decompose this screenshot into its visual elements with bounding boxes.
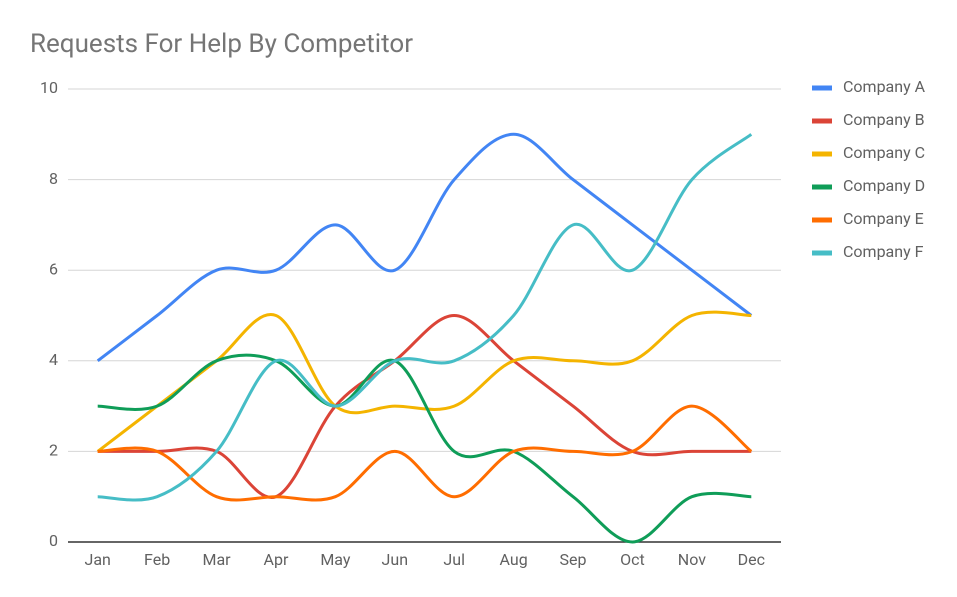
series-line [97,353,752,544]
x-tick-label: Aug [500,550,528,569]
legend-label: Company B [843,110,925,129]
x-tick-label: Jan [85,550,111,569]
x-tick-label: Feb [144,550,170,569]
legend-label: Company C [843,143,925,162]
x-tick-label: Apr [264,550,289,569]
legend-label: Company E [843,209,924,228]
x-tick-label: Nov [678,550,706,569]
x-tick-label: Dec [738,550,765,569]
x-tick-label: May [320,550,351,569]
series-line [97,404,753,502]
x-tick-label: Jul [443,550,465,569]
y-tick-label: 2 [49,441,58,460]
legend-label: Company A [843,77,926,96]
y-tick-label: 4 [49,350,58,369]
x-tick-label: Sep [560,550,587,569]
chart-title: Requests For Help By Competitor [30,29,413,59]
x-tick-label: Jun [382,550,408,569]
y-tick-label: 0 [49,531,58,550]
series-line [97,133,753,502]
legend-label: Company F [843,242,924,261]
legend-label: Company D [843,176,925,195]
y-tick-label: 10 [40,78,58,97]
x-tick-label: Oct [620,550,645,569]
x-tick-label: Mar [202,550,231,569]
series-line [96,132,753,362]
y-tick-label: 6 [49,259,58,278]
y-tick-label: 8 [49,169,58,188]
